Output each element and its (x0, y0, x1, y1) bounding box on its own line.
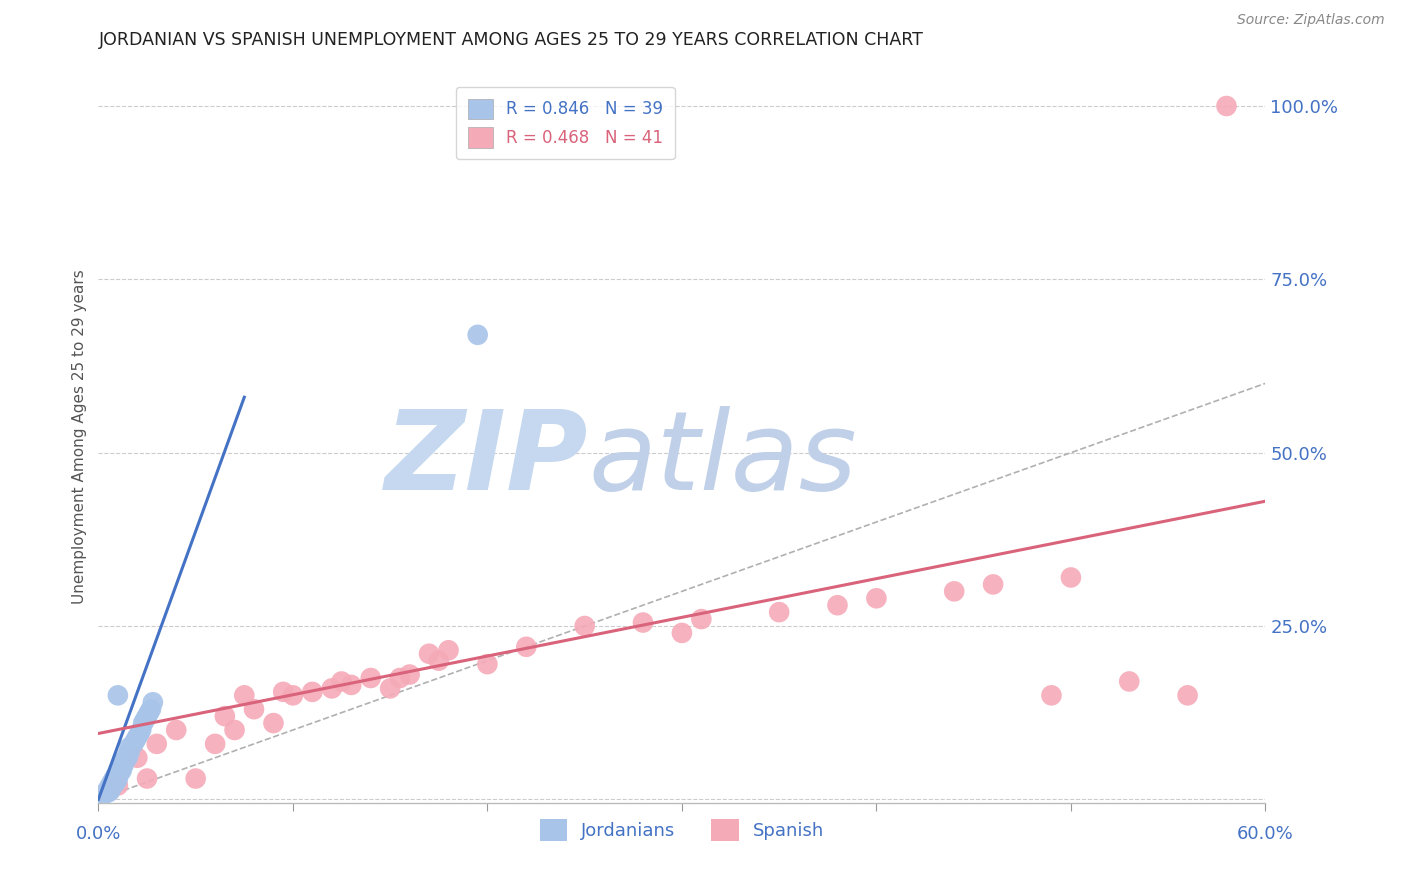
Point (134, 713, 156, 727)
Point (204, 737, 226, 751)
Point (93, 787, 115, 801)
Point (117, 750, 139, 764)
Point (427, 654, 450, 668)
Point (117, 747, 139, 762)
Point (262, 716, 284, 731)
Point (243, 702, 266, 716)
Y-axis label: Unemployment Among Ages 25 to 29 years: Unemployment Among Ages 25 to 29 years (72, 269, 87, 605)
Point (112, 757, 135, 772)
Text: JORDANIAN VS SPANISH UNEMPLOYMENT AMONG AGES 25 TO 29 YEARS CORRELATION CHART: JORDANIAN VS SPANISH UNEMPLOYMENT AMONG … (98, 31, 924, 49)
Point (108, 766, 131, 780)
Point (142, 695, 165, 709)
Point (98, 784, 121, 798)
Point (1215, 99, 1237, 113)
Point (690, 612, 713, 626)
Point (139, 702, 162, 716)
Point (104, 775, 127, 789)
Point (127, 730, 149, 744)
Point (281, 689, 304, 703)
Point (330, 674, 353, 689)
Point (418, 647, 440, 661)
Point (321, 681, 343, 696)
Point (574, 619, 596, 633)
Point (301, 685, 323, 699)
Point (91, 789, 114, 803)
Point (827, 598, 849, 612)
Text: Source: ZipAtlas.com: Source: ZipAtlas.com (1237, 13, 1385, 28)
Point (165, 723, 187, 737)
Text: atlas: atlas (589, 406, 858, 513)
Point (477, 657, 499, 672)
Point (981, 577, 1004, 591)
Point (398, 667, 420, 681)
Point (107, 689, 129, 703)
Point (138, 706, 160, 720)
Point (107, 772, 129, 786)
Point (943, 584, 966, 599)
Point (127, 750, 149, 764)
Point (107, 764, 129, 779)
Point (101, 775, 124, 789)
Point (865, 591, 887, 606)
Point (124, 733, 146, 747)
Point (136, 772, 159, 786)
Point (107, 779, 129, 793)
Point (631, 615, 654, 630)
Point (129, 723, 152, 737)
Point (1040, 689, 1063, 703)
Point (768, 605, 790, 619)
Point (271, 685, 294, 699)
Text: 0.0%: 0.0% (76, 825, 121, 843)
Point (103, 777, 125, 791)
Point (104, 768, 127, 782)
Point (111, 759, 134, 773)
Point (128, 726, 150, 740)
Legend: Jordanians, Spanish: Jordanians, Spanish (533, 812, 831, 848)
Point (1177, 689, 1199, 703)
Point (132, 716, 155, 731)
Point (515, 640, 537, 654)
Point (97, 781, 120, 796)
Point (1060, 570, 1083, 584)
Point (233, 689, 256, 703)
Point (101, 780, 124, 794)
Point (96, 785, 118, 799)
Point (224, 723, 246, 737)
Point (103, 772, 125, 786)
Point (360, 671, 382, 685)
Point (118, 740, 141, 755)
Point (388, 671, 411, 685)
Text: 60.0%: 60.0% (1237, 825, 1294, 843)
Point (380, 681, 402, 696)
Point (340, 678, 363, 692)
Point (111, 763, 134, 777)
Point (97, 785, 120, 799)
Point (1118, 674, 1140, 689)
Point (118, 745, 141, 759)
Point (437, 643, 460, 657)
Point (467, 327, 489, 342)
Point (114, 752, 136, 766)
Point (671, 626, 693, 640)
Point (98, 779, 121, 793)
Point (112, 754, 135, 768)
Text: ZIP: ZIP (385, 406, 589, 513)
Point (136, 709, 159, 723)
Point (184, 772, 207, 786)
Point (122, 737, 145, 751)
Point (108, 761, 131, 775)
Point (214, 709, 236, 723)
Point (146, 737, 169, 751)
